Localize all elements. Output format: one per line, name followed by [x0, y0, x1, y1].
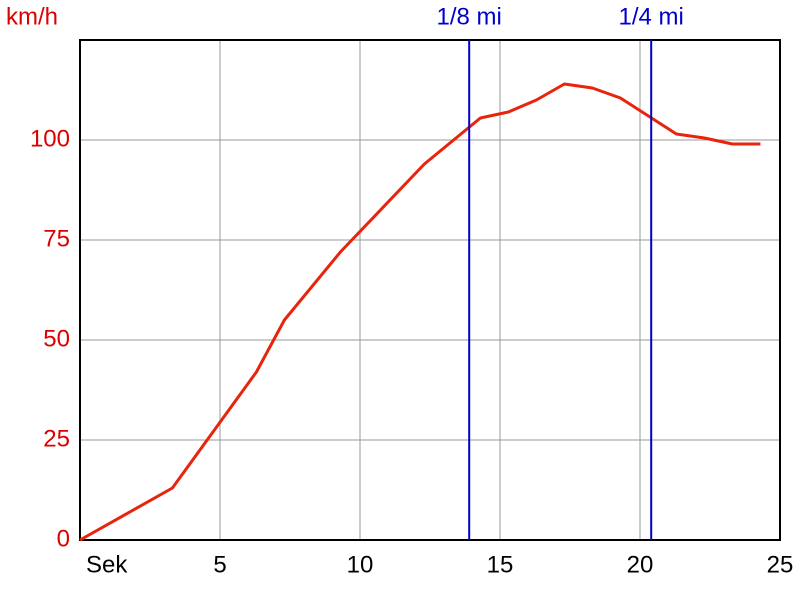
- y-tick-label: 0: [57, 525, 70, 552]
- plot-border: [79, 39, 781, 541]
- x-tick-label: 5: [213, 551, 226, 578]
- x-tick-label: 20: [627, 551, 654, 578]
- x-tick-label: 10: [347, 551, 374, 578]
- x-tick-label: 15: [487, 551, 514, 578]
- x-tick-label: 25: [767, 551, 794, 578]
- y-tick-label: 50: [43, 325, 70, 352]
- marker-label: 1/8 mi: [437, 3, 502, 30]
- line: [79, 82, 761, 542]
- y-tick-label: 75: [43, 225, 70, 252]
- y-axis-label: km/h: [6, 3, 58, 30]
- y-tick-label: 25: [43, 425, 70, 452]
- x-tick-label: Sek: [86, 551, 128, 578]
- marker-label: 1/4 mi: [619, 3, 684, 30]
- y-tick-label: 100: [30, 125, 70, 152]
